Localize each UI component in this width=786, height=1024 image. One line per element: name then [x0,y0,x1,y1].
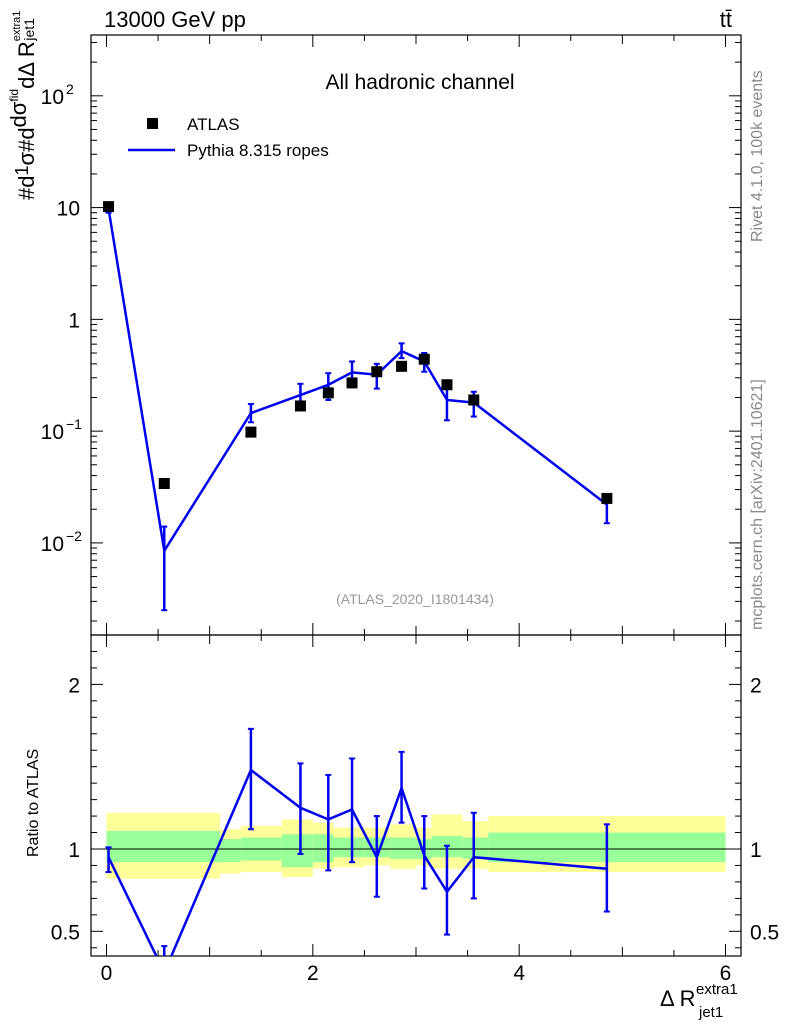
y-tick-label: 10 [41,86,64,109]
ratio-band-green [106,830,220,863]
ratio-tick-label: 0.5 [51,921,80,944]
legend-atlas-label: ATLAS [187,115,240,134]
rivet-label: Rivet 4.1.0, 100k events [749,70,766,242]
process-label: tt̄ [720,7,732,32]
ratio-tick-label: 2 [68,674,80,697]
atlas-data-point [322,387,334,399]
legend: ATLAS Pythia 8.315 ropes [128,115,329,160]
ratio-y-label: Ratio to ATLAS [25,749,42,857]
y-tick-exponent: −2 [66,528,82,544]
ratio-tick-label-right: 1 [750,839,762,862]
atlas-data-point [441,379,453,391]
x-tick-label: 0 [101,962,113,985]
atlas-data-point [346,377,358,389]
x-tick-label: 6 [720,962,732,985]
ratio-plot-frame [90,634,742,957]
ylabel-part-g: dΔ R [14,41,39,89]
ratio-panel-marks [105,727,610,956]
ratio-band-green [390,837,416,859]
ratio-band-green [462,837,489,859]
ylabel-part-f: fid [7,89,21,102]
y-tick-label: 10 [57,198,80,221]
ratio-band-green [333,837,365,858]
xlabel-main: Δ R [660,986,695,1011]
energy-label: 13000 GeV pp [104,7,246,32]
ratio-band-green [312,834,334,863]
ylabel-part-e: dσ [6,101,31,127]
atlas-data-point [601,492,613,504]
xlabel-sup: extra1 [696,981,738,998]
atlas-data-point [418,353,430,365]
ratio-tick-label: 1 [68,839,80,862]
ratio-band-green [281,834,313,868]
chart-title: All hadronic channel [325,71,514,94]
ratio-tick-label-right: 0.5 [750,921,779,944]
ratio-band-green [219,839,241,863]
ylabel-part-i: jet1 [21,18,37,42]
x-axis-label: Δ R extra1 jet1 [660,981,738,1021]
ylabel-part-c: σ [14,152,39,166]
y-tick-exponent: 2 [66,81,74,97]
atlas-data-point [245,426,257,438]
x-tick-label: 2 [307,962,319,985]
mcplots-label: mcplots.cern.ch [arXiv:2401.10621] [749,379,766,630]
atlas-data-point [396,360,408,372]
y-axis-label: #d1σ#ddσfiddΔ Rextra1jet1 [6,11,39,200]
ylabel-part-a: #d [14,176,39,200]
y-tick-label: 1 [68,309,80,332]
y-tick-label: 10 [41,533,64,556]
legend-pythia-label: Pythia 8.315 ropes [187,141,329,160]
atlas-data-point [294,400,306,412]
analysis-id: (ATLAS_2020_I1801434) [336,591,494,607]
atlas-data-point [468,394,480,406]
atlas-data-point [158,478,170,490]
y-tick-label: 10 [41,421,64,444]
ratio-mc-line [107,768,608,956]
svg-text:#d1σ#ddσfiddΔ Rextra1jet1: #d1σ#ddσfiddΔ Rextra1jet1 [6,11,39,200]
main-panel-marks [103,201,613,612]
ratio-tick-label-right: 2 [750,674,762,697]
atlas-data-point [371,366,383,378]
ylabel-part-d: #d [14,127,39,151]
mc-line [107,208,608,555]
ylabel-part-h: extra1 [11,11,23,42]
legend-atlas-marker [147,118,158,129]
xlabel-sub: jet1 [698,1004,723,1021]
x-tick-label: 4 [513,962,525,985]
atlas-data-point [103,201,115,213]
y-tick-exponent: −1 [66,416,82,432]
ylabel-part-b: 1 [12,166,32,176]
